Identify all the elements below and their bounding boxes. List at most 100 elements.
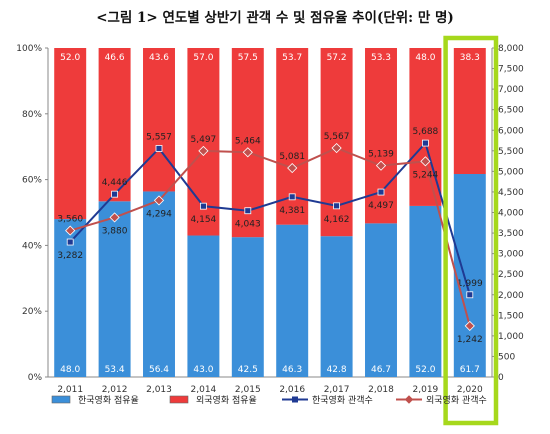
korean-audience-point-label: 4,497: [368, 201, 394, 211]
korean-audience-point-label: 4,162: [324, 215, 350, 225]
legend-label: 한국영화 점유율: [78, 394, 139, 406]
foreign-audience-point: [65, 225, 76, 236]
bar-label-korean: 42.8: [327, 365, 347, 375]
korean-audience-point-label: 3,282: [57, 251, 83, 261]
x-tick-label: 2,018: [368, 385, 394, 395]
korean-audience-point-label: 1,999: [457, 279, 483, 289]
x-tick-label: 2,013: [146, 385, 172, 395]
korean-audience-point-label: 4,043: [235, 220, 261, 230]
right-tick-label: 6,500: [498, 106, 524, 116]
korean-audience-point-label: 4,154: [191, 215, 217, 225]
bar-label-korean: 48.0: [60, 365, 80, 375]
foreign-audience-point: [153, 195, 165, 206]
right-tick-label: 5,000: [498, 167, 524, 177]
bar-korean-share: [453, 174, 486, 377]
korean-audience-point: [288, 193, 296, 201]
korean-audience-point-label: 5,557: [146, 132, 172, 142]
foreign-audience-point-label: 3,880: [102, 226, 128, 236]
x-tick-label: 2,019: [413, 385, 439, 395]
right-tick-label: 0: [498, 373, 504, 383]
foreign-audience-line: [69, 146, 471, 327]
bar-korean-share: [231, 237, 264, 377]
bar-label-foreign: 43.6: [149, 53, 169, 63]
right-tick-label: 500: [498, 352, 515, 362]
foreign-audience-point: [420, 156, 431, 167]
bar-label-korean: 46.3: [282, 365, 302, 375]
bar-label-korean: 52.0: [415, 365, 435, 375]
bar-label-foreign: 53.7: [282, 53, 302, 63]
foreign-audience-point: [242, 147, 253, 158]
x-tick-label: 2,011: [57, 385, 83, 395]
bar-foreign-share: [143, 48, 175, 192]
legend-label: 외국영화 점유율: [196, 394, 257, 406]
foreign-audience-point-label: 5,081: [279, 152, 305, 162]
korean-audience-point: [199, 202, 207, 210]
korean-audience-point-label: 5,688: [413, 127, 439, 137]
left-tick-label: 80%: [22, 110, 42, 120]
korean-audience-point: [466, 291, 474, 299]
bar-label-korean: 42.5: [238, 365, 258, 375]
right-tick-label: 5,500: [498, 147, 524, 157]
right-tick-label: 3,500: [498, 229, 524, 239]
foreign-audience-point-label: 3,560: [57, 215, 83, 225]
korean-audience-point: [66, 238, 74, 246]
foreign-audience-point-label: 5,497: [191, 135, 217, 145]
legend-label: 외국영화 관객수: [426, 394, 487, 406]
bar-label-foreign: 48.0: [415, 53, 435, 63]
foreign-audience-point: [109, 212, 120, 223]
bar-korean-share: [409, 205, 442, 377]
foreign-audience-point: [375, 160, 387, 171]
bar-label-korean: 61.7: [460, 365, 480, 375]
bar-label-korean: 46.7: [371, 365, 391, 375]
bar-korean-share: [365, 223, 397, 377]
bar-label-korean: 43.0: [193, 365, 213, 375]
bar-label-korean: 53.4: [105, 365, 125, 375]
left-tick-label: 20%: [22, 307, 42, 317]
left-tick-label: 0%: [28, 373, 43, 383]
korean-audience-point: [377, 188, 385, 196]
bar-label-foreign: 53.3: [371, 53, 391, 63]
legend-swatch-marker: [292, 396, 298, 403]
bar-label-foreign: 52.0: [60, 53, 80, 63]
bar-label-foreign: 38.3: [460, 53, 480, 63]
right-tick-label: 7,000: [498, 85, 524, 95]
foreign-audience-point-label: 4,294: [146, 209, 172, 219]
right-tick-label: 6,000: [498, 126, 524, 136]
left-tick-label: 100%: [16, 44, 42, 54]
right-tick-label: 3,000: [498, 250, 524, 260]
korean-audience-point: [111, 190, 118, 198]
bar-foreign-share: [365, 48, 397, 224]
legend-label: 한국영화 관객수: [312, 395, 373, 406]
foreign-audience-point-label: 5,139: [368, 150, 394, 160]
korean-audience-point-label: 4,381: [279, 206, 305, 216]
bar-label-foreign: 46.6: [105, 53, 125, 63]
right-tick-label: 8,000: [498, 44, 524, 54]
bar-label-foreign: 57.5: [238, 53, 258, 63]
legend-swatch: [51, 395, 71, 404]
left-tick-label: 60%: [22, 176, 42, 186]
bar-label-korean: 56.4: [149, 365, 169, 375]
x-tick-label: 2,012: [102, 385, 128, 395]
right-tick-label: 7,500: [498, 65, 524, 75]
legend-swatch-marker: [404, 395, 414, 404]
bar-korean-share: [143, 191, 175, 377]
foreign-audience-point: [198, 145, 209, 157]
right-tick-label: 1,000: [498, 332, 524, 342]
foreign-audience-point: [464, 320, 475, 332]
bar-label-foreign: 57.2: [327, 53, 347, 63]
legend-swatch: [169, 395, 189, 404]
right-tick-label: 1,500: [498, 311, 524, 321]
bar-korean-share: [276, 224, 309, 377]
x-tick-label: 2,014: [191, 385, 217, 395]
x-tick-label: 2,020: [457, 385, 483, 395]
bar-foreign-share: [453, 48, 486, 175]
korean-audience-point: [244, 207, 252, 215]
x-tick-label: 2,016: [279, 385, 305, 395]
foreign-audience-point-label: 1,242: [457, 335, 483, 345]
bar-korean-share: [320, 236, 353, 377]
foreign-audience-point-label: 5,244: [413, 170, 439, 180]
bar-korean-share: [98, 201, 131, 377]
x-tick-label: 2,017: [324, 385, 350, 395]
korean-audience-point: [155, 145, 163, 152]
